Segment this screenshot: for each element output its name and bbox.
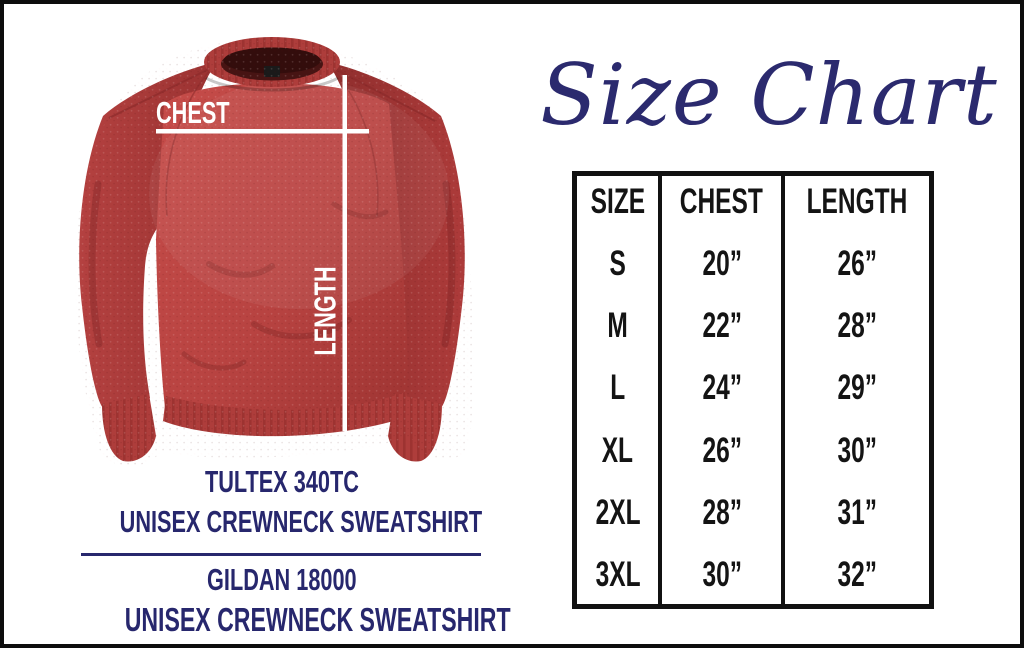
table-cell: XL xyxy=(602,430,634,470)
column-header-size: SIZE xyxy=(590,182,645,221)
table-cell: 30” xyxy=(837,430,877,470)
product-brand-2-text: GILDAN 18000 xyxy=(207,562,357,597)
table-cell: 32” xyxy=(837,554,877,594)
chest-label-text: CHEST xyxy=(156,95,230,130)
heather-texture xyxy=(75,40,475,467)
table-cell: 24” xyxy=(702,368,742,408)
table-cell: 20” xyxy=(702,244,742,284)
chest-label: CHEST xyxy=(156,95,261,131)
table-cell: 28” xyxy=(837,306,877,346)
table-cell: S xyxy=(609,244,626,284)
page-title: Size Chart xyxy=(540,46,998,144)
table-cell: L xyxy=(610,368,626,408)
table-cell: 28” xyxy=(702,492,742,532)
table-cell: 22” xyxy=(702,306,742,346)
size-table: SIZE S M L XL 2XL 3XL CHEST 20” 22” 24” … xyxy=(572,171,934,609)
table-cell: 26” xyxy=(702,430,742,470)
size-table-column-size: SIZE S M L XL 2XL 3XL xyxy=(577,176,658,604)
product-brand-1: TULTEX 340TC xyxy=(42,466,522,497)
table-cell: M xyxy=(607,306,628,346)
length-label-text: LENGTH xyxy=(307,266,343,356)
size-table-column-chest: CHEST 20” 22” 24” 26” 28” 30” xyxy=(658,176,781,604)
table-cell: 26” xyxy=(837,244,877,284)
column-header-chest: CHEST xyxy=(680,182,764,221)
product-desc-2: UNISEX CREWNECK SWEATSHIRT xyxy=(42,603,522,636)
table-cell: 30” xyxy=(702,554,742,594)
chest-measure-line xyxy=(156,129,369,134)
table-cell: 3XL xyxy=(595,554,641,594)
table-cell: 31” xyxy=(837,492,877,532)
sweatshirt-illustration xyxy=(75,37,475,467)
table-cell: 2XL xyxy=(595,492,641,532)
product-desc-1-text: UNISEX CREWNECK SWEATSHIRT xyxy=(119,504,483,539)
product-brand-1-text: TULTEX 340TC xyxy=(205,464,359,499)
column-header-length: LENGTH xyxy=(806,182,908,221)
product-brand-2: GILDAN 18000 xyxy=(42,564,522,595)
product-desc-2-text: UNISEX CREWNECK SWEATSHIRT xyxy=(124,601,511,638)
product-desc-1: UNISEX CREWNECK SWEATSHIRT xyxy=(42,506,522,537)
product-divider-line xyxy=(81,553,481,556)
table-cell: 29” xyxy=(837,368,877,408)
size-table-column-length: LENGTH 26” 28” 29” 30” 31” 32” xyxy=(781,176,929,604)
length-measure-line xyxy=(342,75,347,431)
